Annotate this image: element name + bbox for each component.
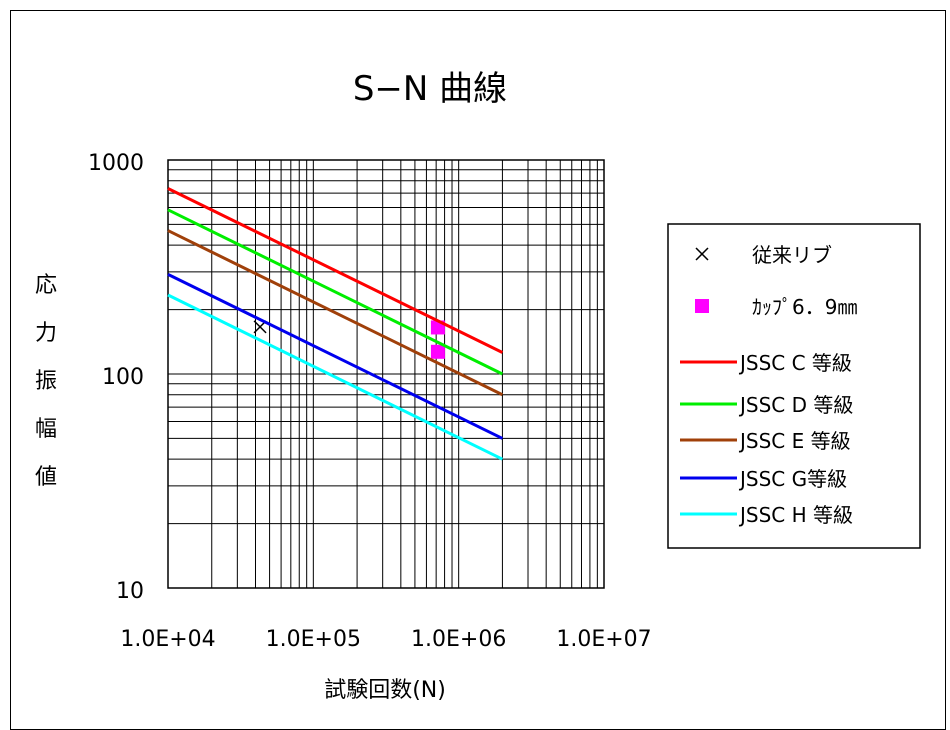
- legend-label: 従来リブ: [752, 243, 832, 267]
- y-axis-label-char: 値: [35, 465, 57, 490]
- y-tick-labels: 10 100 1000: [88, 151, 144, 604]
- legend-label: JSSC G等級: [738, 467, 847, 491]
- series-line: [167, 229, 504, 397]
- legend: 従来リブ ｶｯﾌﾟ6．9㎜ JSSC C 等級 JSSC D 等級 JSSC E 等級 J…: [667, 223, 921, 549]
- y-axis-label-char: 応: [35, 273, 57, 298]
- y-tick-label: 10: [116, 579, 144, 604]
- y-tick-label: 100: [102, 365, 144, 390]
- chart-title: S−N 曲線: [353, 69, 507, 109]
- series-layer: [167, 187, 504, 461]
- x-tick-label: 1.0E+05: [266, 627, 361, 652]
- x-tick-label: 1.0E+06: [411, 627, 506, 652]
- x-marker: [695, 247, 709, 261]
- x-tick-label: 1.0E+04: [120, 627, 215, 652]
- series-line: [167, 273, 504, 440]
- series-line: [167, 293, 504, 461]
- plot-border: [167, 159, 605, 589]
- y-tick-label: 1000: [88, 151, 144, 176]
- square-marker: [695, 299, 709, 313]
- sn-chart: S−N 曲線 1.0E+04 1.0E+05 1.0E+06 1.0E+07 1010…: [35, 69, 921, 703]
- series-line: [167, 187, 504, 354]
- legend-label: JSSC C 等級: [738, 351, 852, 375]
- x-tick-labels: 1.0E+04 1.0E+05 1.0E+06 1.0E+07: [120, 627, 651, 652]
- legend-label: JSSC H 等級: [738, 503, 853, 527]
- legend-box: [667, 223, 921, 549]
- legend-label: JSSC E 等級: [738, 429, 851, 453]
- x-axis-label: 試験回数(N): [324, 678, 446, 703]
- y-axis-label-char: 幅: [35, 417, 57, 442]
- series-line: [167, 208, 504, 376]
- legend-label: JSSC D 等級: [738, 393, 853, 417]
- y-axis-label-char: 振: [35, 369, 57, 394]
- plot-grid: [168, 160, 604, 588]
- x-tick-label: 1.0E+07: [556, 627, 651, 652]
- legend-label: ｶｯﾌﾟ6．9㎜: [752, 295, 857, 319]
- square-marker: [430, 344, 445, 359]
- y-axis-label-char: 力: [35, 321, 57, 346]
